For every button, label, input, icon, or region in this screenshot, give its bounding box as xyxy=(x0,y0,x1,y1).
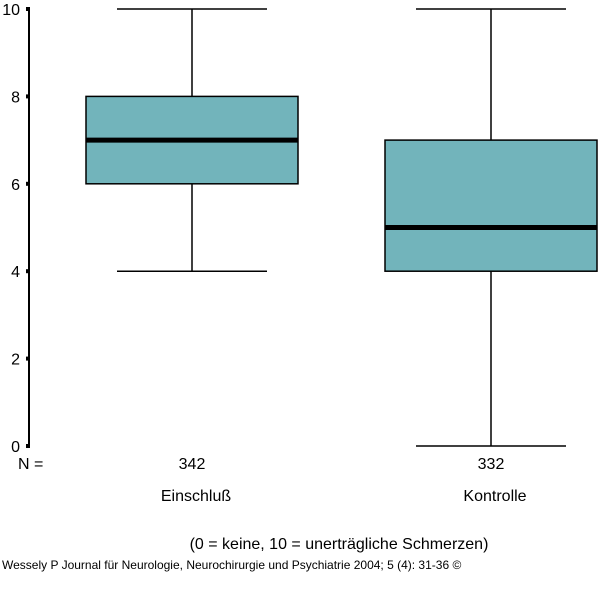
n-label: N = xyxy=(18,456,43,473)
y-tick-mark xyxy=(26,94,30,99)
y-axis: 0 2 4 6 8 10 xyxy=(2,2,30,456)
y-tick-mark xyxy=(26,356,30,361)
y-tick-label: 10 xyxy=(2,2,20,19)
n-value: 342 xyxy=(179,456,206,473)
category-label: Kontrolle xyxy=(463,488,526,505)
y-tick-label: 8 xyxy=(11,89,20,106)
y-tick-mark xyxy=(26,7,30,11)
box-series xyxy=(85,8,598,447)
n-value: 332 xyxy=(478,456,505,473)
y-tick-mark xyxy=(26,181,30,186)
y-tick-label: 0 xyxy=(11,439,20,456)
y-tick-mark xyxy=(26,444,30,448)
y-tick-mark xyxy=(26,269,30,274)
box-2 xyxy=(384,8,598,447)
box-1 xyxy=(85,8,299,272)
y-tick-label: 2 xyxy=(11,352,20,369)
category-label: Einschluß xyxy=(161,488,231,505)
y-tick-label: 6 xyxy=(11,177,20,194)
category-labels: 342 Einschluß 332 Kontrolle xyxy=(161,456,527,505)
source-credit: Wessely P Journal für Neurologie, Neuroc… xyxy=(2,558,461,572)
iqr-box xyxy=(384,139,598,272)
scale-note: (0 = keine, 10 = unerträgliche Schmerzen… xyxy=(190,536,489,553)
y-tick-label: 4 xyxy=(11,264,20,281)
